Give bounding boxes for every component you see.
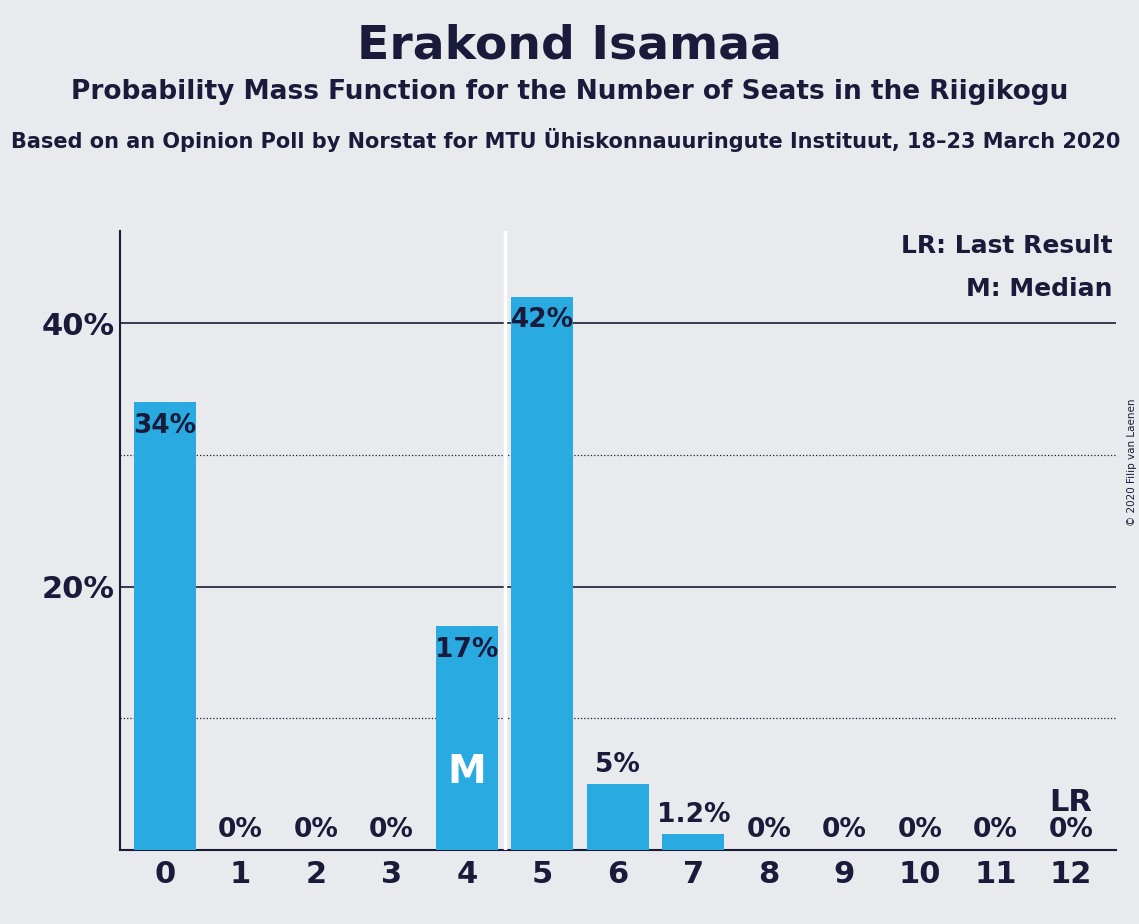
- Text: Erakond Isamaa: Erakond Isamaa: [357, 23, 782, 68]
- Text: 5%: 5%: [596, 751, 640, 778]
- Text: LR: LR: [1049, 788, 1092, 817]
- Bar: [436, 626, 498, 850]
- Text: M: Median: M: Median: [966, 277, 1113, 301]
- Text: 0%: 0%: [898, 818, 942, 844]
- Text: Probability Mass Function for the Number of Seats in the Riigikogu: Probability Mass Function for the Number…: [71, 79, 1068, 104]
- Text: © 2020 Filip van Laenen: © 2020 Filip van Laenen: [1126, 398, 1137, 526]
- Bar: [511, 297, 573, 850]
- Text: 34%: 34%: [133, 413, 196, 439]
- Text: M: M: [448, 753, 486, 791]
- Bar: [587, 784, 649, 850]
- Text: Based on an Opinion Poll by Norstat for MTU Ühiskonnauuringute Instituut, 18–23 : Based on an Opinion Poll by Norstat for …: [11, 128, 1121, 152]
- Text: 0%: 0%: [822, 818, 867, 844]
- Text: LR: Last Result: LR: Last Result: [901, 234, 1113, 258]
- Text: 17%: 17%: [435, 637, 499, 663]
- Text: 0%: 0%: [369, 818, 413, 844]
- Text: 0%: 0%: [973, 818, 1018, 844]
- Text: 0%: 0%: [746, 818, 792, 844]
- Text: 42%: 42%: [511, 308, 574, 334]
- Text: 0%: 0%: [1049, 818, 1093, 844]
- Bar: [134, 402, 196, 850]
- Text: 1.2%: 1.2%: [657, 802, 730, 828]
- Bar: [663, 834, 724, 850]
- Text: 0%: 0%: [218, 818, 263, 844]
- Text: 0%: 0%: [294, 818, 338, 844]
